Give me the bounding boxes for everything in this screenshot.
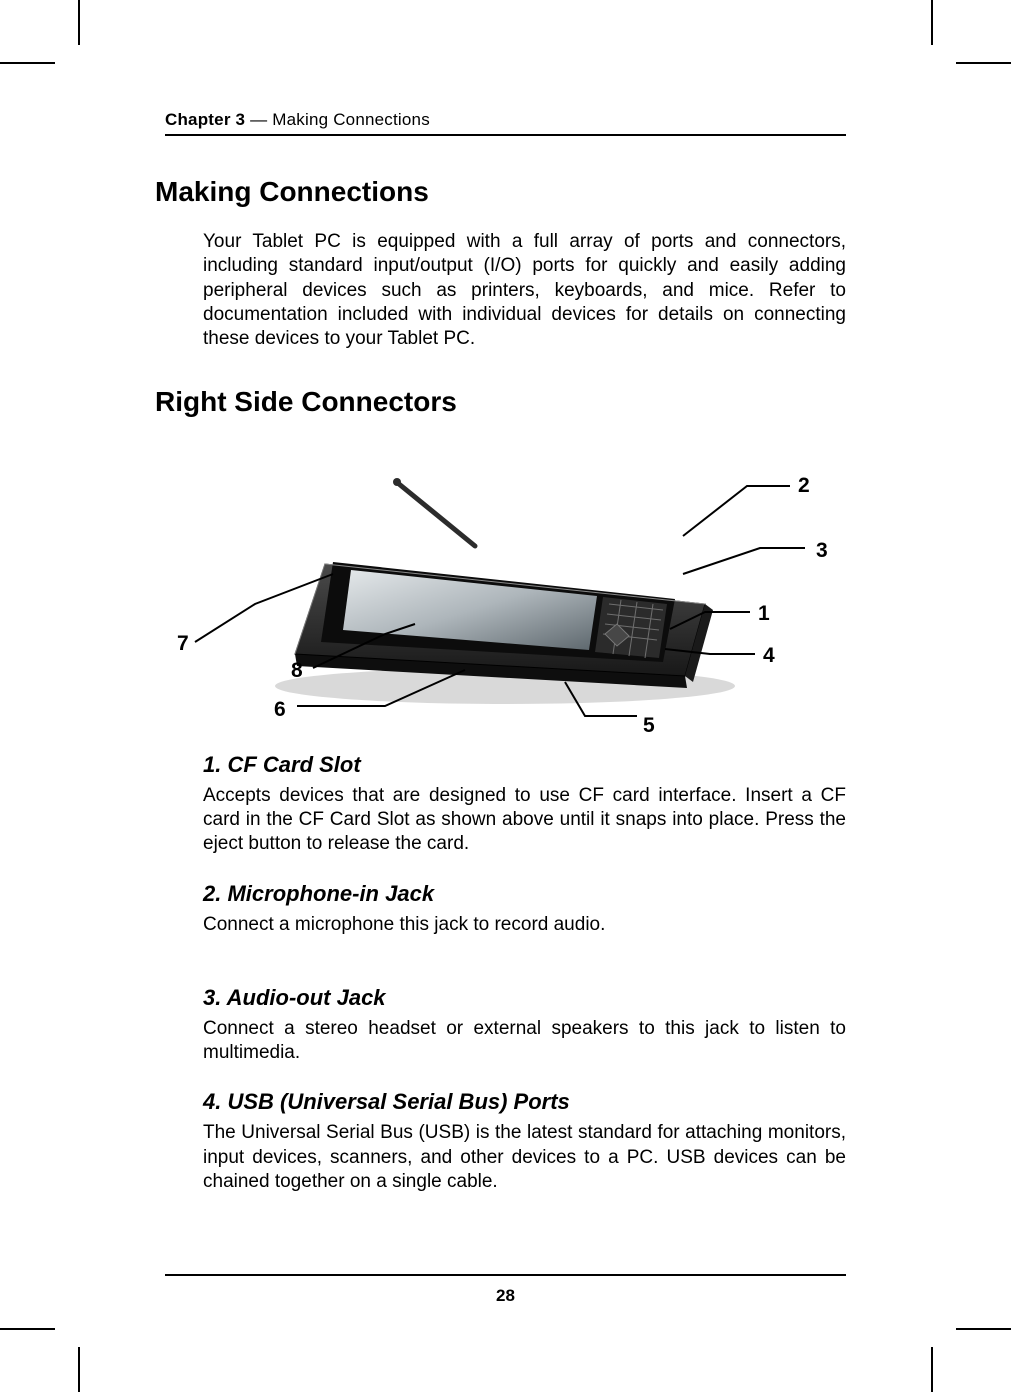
figure-callout-4: 4: [763, 644, 775, 668]
header-title: Making Connections: [272, 110, 430, 129]
crop-mark: [0, 62, 55, 64]
spacer: [165, 961, 846, 985]
crop-mark: [931, 0, 933, 45]
figure-callout-1: 1: [758, 602, 770, 626]
intro-paragraph: Your Tablet PC is equipped with a full a…: [203, 230, 846, 352]
body-usb-ports: The Universal Serial Bus (USB) is the la…: [203, 1121, 846, 1194]
figure-callout-2: 2: [798, 474, 810, 498]
figure-callout-8: 8: [291, 659, 303, 683]
content-area: Chapter 3 — Making Connections Making Co…: [165, 110, 846, 1332]
figure-callout-7: 7: [177, 632, 189, 656]
figure-callout-5: 5: [643, 714, 655, 738]
header-sep: —: [245, 110, 272, 129]
subheading-microphone-in: 2. Microphone-in Jack: [203, 881, 846, 907]
body-audio-out: Connect a stereo headset or external spe…: [203, 1017, 846, 1066]
crop-mark: [0, 1328, 55, 1330]
footer-rule: [165, 1274, 846, 1276]
crop-mark: [956, 1328, 1011, 1330]
subheading-cf-card-slot: 1. CF Card Slot: [203, 752, 846, 778]
heading-making-connections: Making Connections: [155, 176, 846, 208]
body-microphone-in: Connect a microphone this jack to record…: [203, 913, 846, 937]
subheading-audio-out: 3. Audio-out Jack: [203, 985, 846, 1011]
chapter-label: Chapter 3: [165, 110, 245, 129]
crop-mark: [956, 62, 1011, 64]
figure-callout-3: 3: [816, 539, 828, 563]
crop-mark: [78, 0, 80, 45]
leader-lines: [165, 434, 845, 744]
device-figure: 1 2 3 4 5 6 7 8: [165, 434, 846, 744]
body-cf-card-slot: Accepts devices that are designed to use…: [203, 784, 846, 857]
crop-mark: [78, 1347, 80, 1392]
subheading-usb-ports: 4. USB (Universal Serial Bus) Ports: [203, 1089, 846, 1115]
page: Chapter 3 — Making Connections Making Co…: [0, 0, 1011, 1392]
crop-mark: [931, 1347, 933, 1392]
running-header: Chapter 3 — Making Connections: [165, 110, 846, 136]
page-number: 28: [165, 1286, 846, 1306]
heading-right-side-connectors: Right Side Connectors: [155, 386, 846, 418]
figure-callout-6: 6: [274, 698, 286, 722]
